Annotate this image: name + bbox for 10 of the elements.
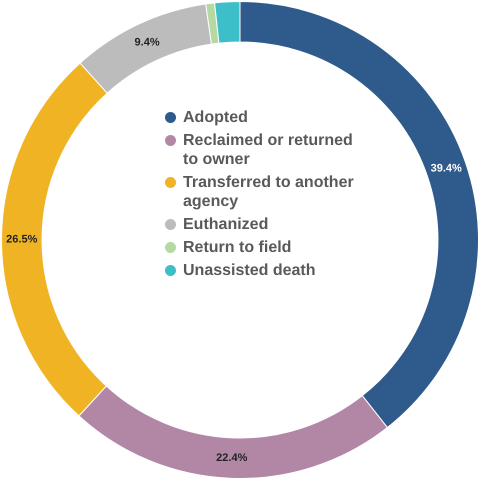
- legend-label: Return to field: [183, 238, 292, 257]
- legend-label: Transferred to another agency: [183, 173, 355, 211]
- legend-label: Unassisted death: [183, 261, 316, 280]
- legend-label: Euthanized: [183, 215, 268, 234]
- data-label: 26.5%: [6, 233, 38, 246]
- data-label: 9.4%: [134, 36, 160, 49]
- legend-label: Adopted: [183, 108, 248, 127]
- data-label: 22.4%: [216, 452, 248, 464]
- legend-label: Reclaimed or returned to owner: [183, 131, 354, 169]
- data-label: 39.4%: [430, 162, 462, 175]
